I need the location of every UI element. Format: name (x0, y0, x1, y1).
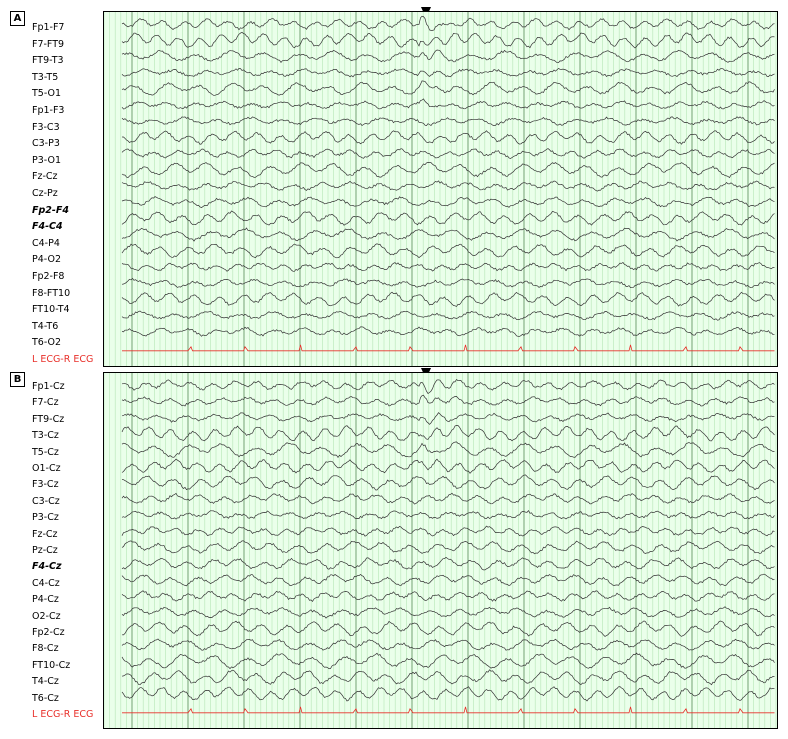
channel-label: Fp1-F3 (32, 105, 65, 116)
eeg-channel-trace (121, 148, 775, 159)
panel-a-letter: A (10, 11, 25, 26)
eeg-channel-trace (121, 80, 775, 96)
channel-label: F3-C3 (32, 121, 60, 133)
eeg-channel-trace (121, 540, 775, 555)
eeg-channel-trace (121, 98, 775, 110)
eeg-channel-trace (121, 210, 775, 226)
eeg-channel-trace (121, 556, 775, 571)
eeg-channel-trace (121, 669, 775, 686)
channel-label: T5-Cz (32, 446, 59, 458)
channel-label: T6-Cz (32, 692, 59, 704)
channel-label: L ECG-R ECG (32, 354, 94, 365)
channel-label: P3-O1 (32, 154, 61, 166)
channel-label: FT10-T4 (32, 304, 70, 316)
eeg-channel-trace (121, 638, 775, 651)
channel-label: Fp1-Cz (32, 381, 65, 392)
channel-label: C3-P3 (32, 138, 60, 150)
channel-label: C4-P4 (32, 237, 60, 249)
eeg-channel-trace (121, 509, 775, 520)
panel-b-eeg-trace (103, 372, 778, 729)
eeg-channel-trace (121, 590, 775, 602)
panel-b-channel-labels: Fp1-Cz F7-Cz FT9-Cz T3-Cz T5-Cz O1-Cz F3-Cz C3-… (0, 0, 102, 739)
eeg-channel-trace (121, 652, 775, 670)
channel-label: Fp2-F8 (32, 271, 65, 282)
eeg-channel-trace (121, 606, 775, 619)
channel-label: T3-Cz (32, 430, 59, 442)
eeg-channel-trace (121, 67, 775, 78)
eeg-channel-trace (121, 686, 775, 702)
channel-label: Pz-Cz (32, 545, 58, 556)
channel-label: C4-Cz (32, 577, 60, 589)
channel-label: FT9-T3 (32, 55, 64, 67)
channel-label: P4-Cz (32, 594, 59, 606)
channel-label: P3-Cz (32, 512, 59, 524)
channel-label: T3-T5 (32, 71, 59, 83)
eeg-channel-trace (122, 130, 775, 145)
channel-label: F7-Cz (32, 397, 59, 409)
channel-label: Fp1-F7 (32, 22, 65, 33)
channel-label: F8-FT10 (32, 287, 71, 299)
channel-label: O1-Cz (32, 463, 61, 474)
panel-b-eeg-svg (104, 373, 777, 728)
eeg-channel-trace (121, 326, 775, 337)
channel-label: Fp2-F4 (32, 204, 69, 216)
panel-a-channel-labels: Fp1-F7 F7-FT9 FT9-T3 T3-T5 T5-O1 Fp1-F3 F3-C3 C… (0, 0, 102, 370)
eeg-channel-trace (121, 412, 775, 425)
eeg-channel-trace (121, 116, 775, 126)
eeg-channel-trace (121, 310, 775, 321)
channel-label: F3-Cz (32, 479, 59, 491)
eeg-channel-trace (121, 474, 775, 491)
eeg-channel-trace (121, 378, 775, 394)
channel-label: C3-Cz (32, 495, 60, 507)
eeg-channel-trace (121, 49, 775, 64)
panel-a-eeg-trace (103, 11, 778, 367)
eeg-channel-trace (121, 291, 775, 307)
eeg-channel-trace (121, 15, 775, 31)
channel-label: O2-Cz (32, 610, 61, 622)
eeg-channel-trace (121, 162, 775, 179)
channel-label: F4-C4 (32, 221, 63, 233)
eeg-channel-trace (121, 196, 775, 209)
eeg-channel-trace (121, 277, 775, 289)
channel-label: T4-Cz (32, 676, 59, 688)
eeg-channel-trace (121, 31, 775, 49)
channel-label: FT9-Cz (32, 413, 65, 425)
eeg-channel-trace (121, 458, 775, 474)
eeg-channel-trace (121, 620, 775, 637)
channel-label: P4-O2 (32, 254, 61, 266)
panel-a-eeg-svg (104, 12, 777, 366)
eeg-channel-trace (121, 180, 775, 192)
eeg-channel-trace (121, 441, 775, 459)
channel-label: Cz-Pz (32, 188, 58, 199)
eeg-channel-trace (121, 262, 775, 272)
eeg-channel-trace (121, 573, 775, 587)
ecg-trace-line (122, 706, 775, 714)
channel-label: F8-Cz (32, 643, 59, 655)
channel-label: L ECG-R ECG (32, 709, 94, 720)
channel-label: Fz-Cz (32, 171, 58, 183)
channel-label: T6-O2 (32, 337, 62, 349)
ecg-trace-line (122, 344, 775, 352)
channel-label: F4-Cz (32, 561, 62, 573)
eeg-channel-trace (121, 227, 775, 242)
channel-label: Fp2-Cz (32, 627, 65, 638)
channel-label: T4-T6 (32, 320, 59, 332)
eeg-channel-trace (121, 425, 775, 442)
channel-label: F7-FT9 (32, 38, 65, 50)
eeg-channel-trace (121, 243, 775, 259)
eeg-channel-trace (121, 394, 775, 407)
channel-label: T5-O1 (32, 88, 62, 100)
eeg-channel-trace (121, 525, 775, 537)
eeg-channel-trace (121, 492, 775, 505)
channel-label: Fz-Cz (32, 528, 58, 540)
channel-label: FT10-Cz (32, 659, 71, 671)
panel-b-letter: B (10, 372, 25, 387)
